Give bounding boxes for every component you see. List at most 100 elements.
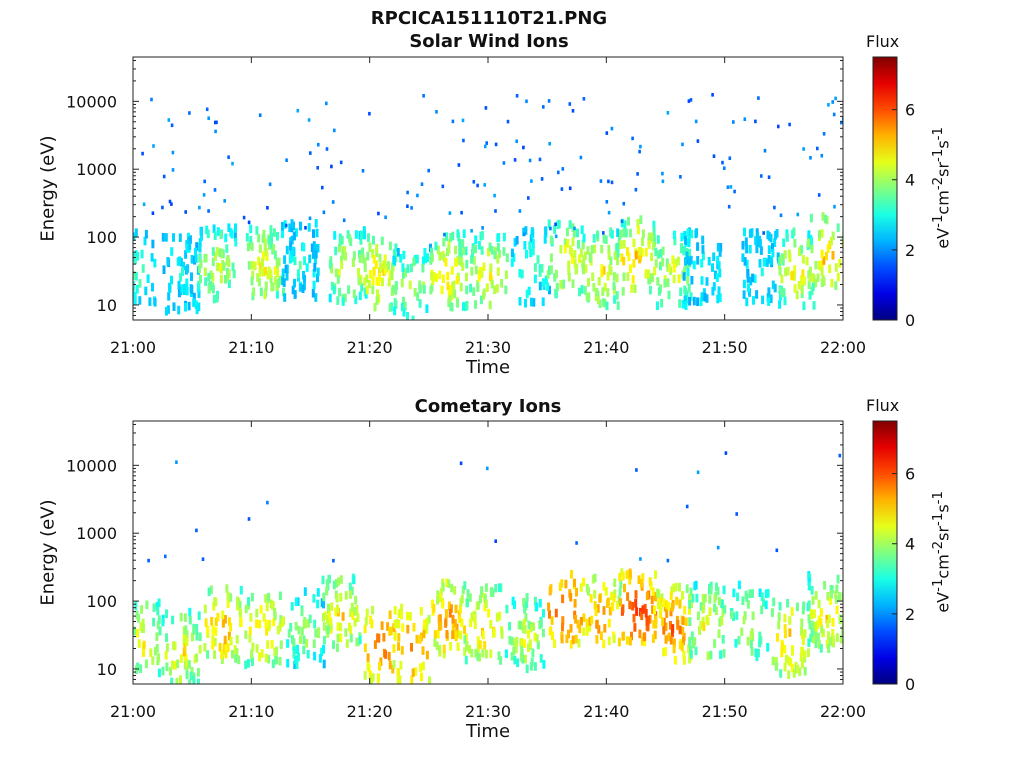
heatmap-cell xyxy=(313,651,317,661)
heatmap-point xyxy=(802,147,805,151)
heatmap-cell xyxy=(617,637,621,647)
heatmap-cell xyxy=(776,633,779,642)
heatmap-cell xyxy=(148,297,152,306)
heatmap-cell xyxy=(198,254,202,263)
heatmap-cell xyxy=(542,660,546,669)
heatmap-cell xyxy=(571,635,575,645)
heatmap-cell xyxy=(640,248,644,257)
heatmap-cell xyxy=(412,257,416,267)
heatmap-cell xyxy=(250,242,254,251)
heatmap-point xyxy=(325,147,329,151)
heatmap-cell xyxy=(375,248,379,258)
heatmap-cell xyxy=(453,289,457,299)
heatmap-cell xyxy=(653,605,656,615)
heatmap-cell xyxy=(685,251,689,261)
heatmap-cell xyxy=(325,579,329,588)
heatmap-cell xyxy=(835,605,839,615)
heatmap-cell xyxy=(539,619,543,628)
heatmap-cell xyxy=(531,239,535,248)
heatmap-cell xyxy=(640,611,644,621)
heatmap-cell xyxy=(810,237,814,247)
heatmap-cell xyxy=(548,627,552,636)
heatmap-cell xyxy=(200,226,203,236)
heatmap-point xyxy=(333,128,336,133)
heatmap-cell xyxy=(402,297,405,306)
heatmap-cell xyxy=(353,607,357,616)
heatmap-cell xyxy=(194,254,198,263)
heatmap-cell xyxy=(221,610,225,619)
heatmap-cell xyxy=(819,618,823,627)
heatmap-point xyxy=(610,126,614,131)
heatmap-cell xyxy=(672,644,676,654)
x-axis-title-bottom: Time xyxy=(465,721,511,742)
heatmap-cell xyxy=(249,224,253,234)
heatmap-cell xyxy=(120,257,123,266)
heatmap-cell xyxy=(505,604,509,614)
heatmap-cell xyxy=(214,252,217,261)
heatmap-cell xyxy=(817,615,821,625)
heatmap-point xyxy=(175,460,178,464)
heatmap-cell xyxy=(779,669,783,678)
heatmap-cell xyxy=(800,245,804,254)
heatmap-cell xyxy=(504,649,508,658)
heatmap-cell xyxy=(607,251,611,260)
heatmap-cell xyxy=(238,608,242,617)
heatmap-cell xyxy=(602,639,606,649)
heatmap-cell xyxy=(282,287,285,297)
heatmap-cell xyxy=(133,271,136,280)
heatmap-cell xyxy=(296,269,300,278)
heatmap-cell xyxy=(686,276,690,285)
heatmap-cell xyxy=(251,657,254,667)
heatmap-cell xyxy=(227,631,231,641)
heatmap-point xyxy=(833,204,836,209)
heatmap-cell xyxy=(844,251,847,260)
heatmap-cell xyxy=(489,588,493,597)
heatmap-cell xyxy=(635,607,639,616)
heatmap-cell xyxy=(713,639,717,648)
heatmap-cell xyxy=(425,650,429,660)
heatmap-cell xyxy=(787,656,791,665)
heatmap-cell xyxy=(701,235,705,245)
heatmap-point xyxy=(484,144,487,149)
heatmap-cell xyxy=(600,244,604,254)
heatmap-cell xyxy=(349,633,353,643)
heatmap-point xyxy=(342,218,346,223)
heatmap-point xyxy=(435,110,438,114)
heatmap-cell xyxy=(817,599,821,609)
heatmap-cell xyxy=(659,609,662,619)
heatmap-cell xyxy=(737,636,741,645)
heatmap-cell xyxy=(594,607,598,617)
heatmap-cell xyxy=(661,617,665,626)
heatmap-cell xyxy=(627,252,631,262)
heatmap-cell xyxy=(671,255,675,264)
heatmap-cell xyxy=(463,581,467,590)
heatmap-cell xyxy=(533,662,537,671)
heatmap-cell xyxy=(762,598,765,607)
heatmap-cell xyxy=(493,250,497,260)
heatmap-cell xyxy=(538,268,542,277)
heatmap-cell xyxy=(176,659,180,669)
heatmap-cell xyxy=(679,287,683,297)
heatmap-cell xyxy=(638,629,642,639)
heatmap-cell xyxy=(672,263,676,273)
heatmap-cell xyxy=(643,632,647,641)
heatmap-cell xyxy=(442,649,446,659)
heatmap-cell xyxy=(774,231,778,240)
heatmap-cell xyxy=(563,244,567,254)
heatmap-cell xyxy=(544,226,548,235)
heatmap-cell xyxy=(519,652,523,662)
heatmap-cell xyxy=(396,677,400,684)
heatmap-cell xyxy=(173,661,177,670)
heatmap-cell xyxy=(450,291,454,301)
heatmap-point xyxy=(167,118,171,122)
heatmap-cell xyxy=(449,604,453,613)
heatmap-cell xyxy=(387,277,391,287)
heatmap-cell xyxy=(124,658,127,667)
heatmap-cell xyxy=(520,638,524,647)
heatmap-cell xyxy=(195,632,199,641)
heatmap-cell xyxy=(780,274,784,284)
heatmap-cell xyxy=(476,643,480,653)
heatmap-cell xyxy=(484,649,488,659)
heatmap-cell xyxy=(165,609,168,618)
heatmap-cell xyxy=(291,246,295,256)
